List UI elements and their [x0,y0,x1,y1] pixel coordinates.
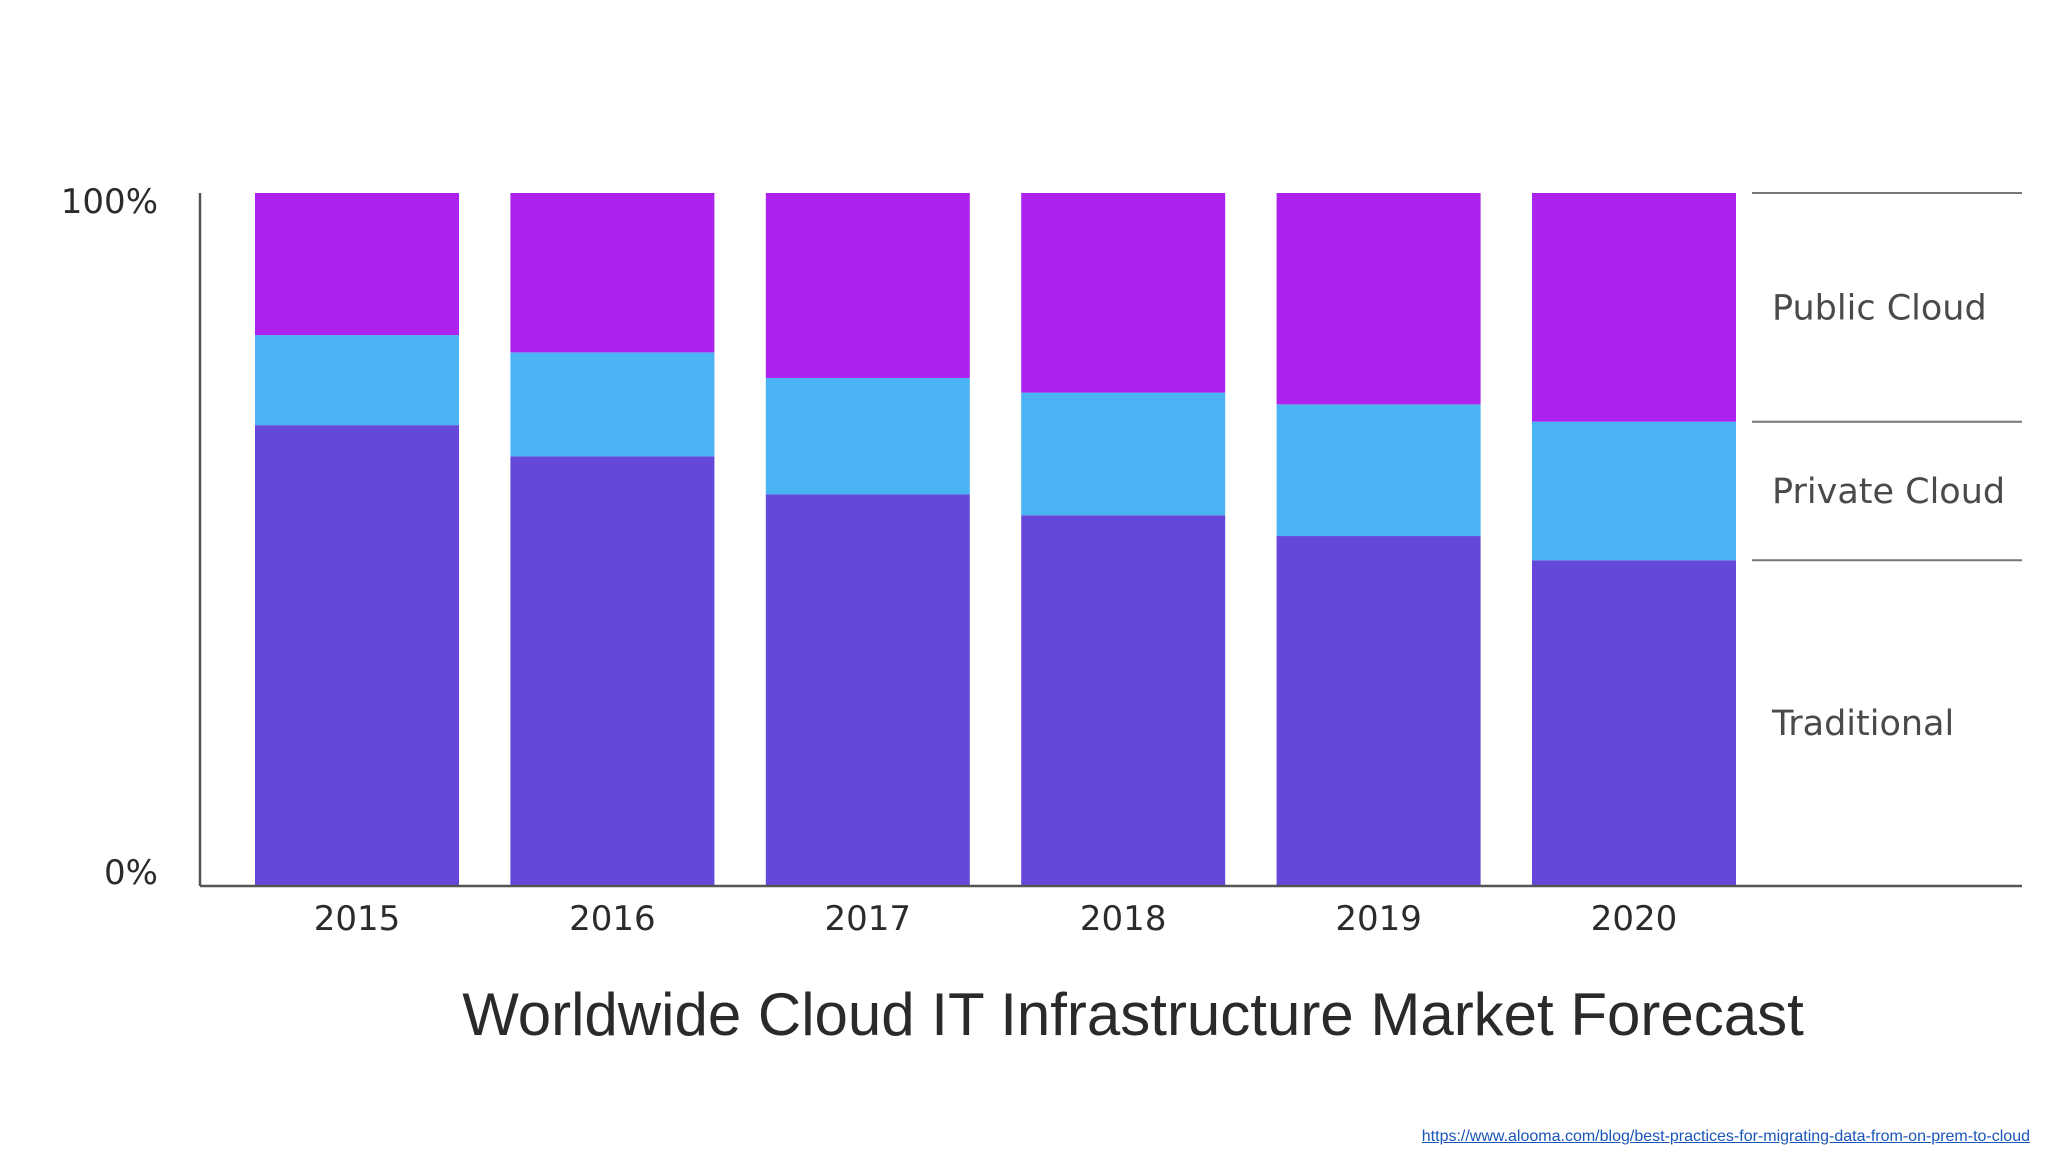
bar-segment-public-cloud-2015 [255,193,459,336]
bar-segment-private-cloud-2020 [1532,421,1736,561]
legend-label-traditional: Traditional [1771,704,1954,744]
bar-segment-traditional-2020 [1532,560,1736,886]
chart-title: Worldwide Cloud IT Infrastructure Market… [462,981,1804,1048]
bar-segment-private-cloud-2017 [765,378,970,495]
x-tick-label-2019: 2019 [1335,899,1422,939]
bar-segment-public-cloud-2017 [765,193,970,379]
bar-segment-private-cloud-2016 [510,352,715,457]
bar-segment-traditional-2018 [1021,515,1226,886]
bar-segment-public-cloud-2016 [510,193,715,353]
bar-segment-traditional-2019 [1276,536,1481,886]
bar-segment-public-cloud-2020 [1532,193,1736,422]
bar-segment-private-cloud-2019 [1276,404,1481,537]
source-link[interactable]: https://www.alooma.com/blog/best-practic… [1421,1128,2030,1145]
legend-lines [1752,192,2022,562]
legend-label-public-cloud: Public Cloud [1772,288,1987,328]
legend-label-private-cloud: Private Cloud [1772,472,2005,512]
bar-segment-private-cloud-2018 [1021,392,1226,516]
y-tick-label-100: 100% [61,182,158,222]
x-tick-labels: 2015 2016 2017 2018 2019 2020 [314,899,1678,939]
bar-segment-private-cloud-2015 [255,335,459,426]
y-tick-label-0: 0% [104,853,158,893]
bar-segment-traditional-2017 [765,494,970,886]
bars-group [255,193,1736,886]
x-tick-label-2016: 2016 [569,899,656,939]
bar-segment-public-cloud-2019 [1276,193,1481,405]
bar-segment-traditional-2016 [510,456,715,886]
bar-segment-traditional-2015 [255,425,459,886]
bar-segment-public-cloud-2018 [1021,193,1226,393]
x-tick-label-2020: 2020 [1591,899,1678,939]
x-tick-label-2018: 2018 [1080,899,1167,939]
x-tick-label-2015: 2015 [314,899,401,939]
x-tick-label-2017: 2017 [825,899,912,939]
